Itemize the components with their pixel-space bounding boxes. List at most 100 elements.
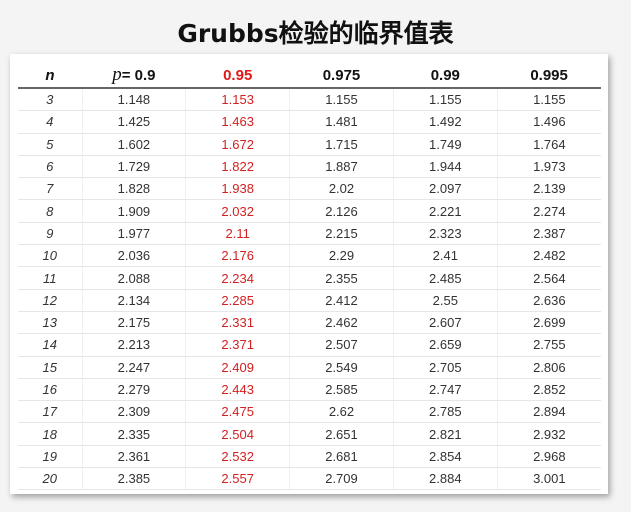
header-n: n [18,63,82,89]
value-cell: 2.412 [289,289,394,312]
value-cell: 1.729 [82,155,187,179]
value-cell: 2.821 [393,422,498,446]
value-cell: 2.139 [497,177,601,201]
value-cell: 2.932 [497,422,601,446]
value-cell: 2.507 [289,333,394,357]
value-cell: 2.247 [82,356,187,379]
value-cell: 2.659 [393,333,498,357]
value-cell: 2.385 [82,467,187,491]
row-n-cell: 15 [18,356,83,379]
value-cell: 2.968 [497,445,601,469]
row-n-cell: 8 [18,199,83,223]
table-row: 20 2.385 2.557 2.709 2.884 3.001 [18,467,601,491]
value-cell: 2.355 [289,266,394,290]
row-n-cell: 3 [18,88,83,112]
table-card: n p= 0.9 0.95 0.975 0.99 0.995 3 1.148 1.1… [10,54,608,494]
value-cell: 2.213 [82,333,187,357]
table-row: 15 2.247 2.409 2.549 2.705 2.806 [18,356,601,379]
value-cell: 1.749 [393,133,498,156]
value-cell: 2.409 [185,356,291,379]
header-row: n p= 0.9 0.95 0.975 0.99 0.995 [18,63,601,89]
table-row: 11 2.088 2.234 2.355 2.485 2.564 [18,266,601,290]
header-level-0975: 0.975 [289,63,394,89]
value-cell: 2.134 [82,289,187,312]
value-cell: 1.155 [497,88,601,112]
value-cell: 2.032 [185,199,291,223]
value-cell: 2.221 [393,199,498,223]
p-level-090: = 0.9 [121,67,156,84]
value-cell: 1.155 [393,88,498,112]
value-cell: 1.887 [289,155,394,179]
header-level-0995: 0.995 [497,63,601,89]
value-cell: 2.607 [393,311,498,335]
table-row: 5 1.602 1.672 1.715 1.749 1.764 [18,133,601,156]
row-n-cell: 13 [18,311,83,335]
value-cell: 1.764 [497,133,601,156]
value-cell: 2.443 [185,378,291,402]
table-row: 9 1.977 2.11 2.215 2.323 2.387 [18,222,601,246]
row-n-cell: 16 [18,378,83,402]
value-cell: 2.532 [185,445,291,469]
critical-value-table: n p= 0.9 0.95 0.975 0.99 0.995 3 1.148 1.1… [18,63,601,491]
value-cell: 2.462 [289,311,394,335]
row-n-cell: 14 [18,333,83,357]
table-row: 16 2.279 2.443 2.585 2.747 2.852 [18,378,601,402]
row-n-cell: 17 [18,400,83,424]
value-cell: 2.549 [289,356,394,379]
header-level-099: 0.99 [393,63,498,89]
value-cell: 2.036 [82,244,187,268]
value-cell: 2.755 [497,333,601,357]
value-cell: 2.62 [289,400,394,424]
value-cell: 2.504 [185,422,291,446]
value-cell: 2.709 [289,467,394,491]
row-n-cell: 19 [18,445,83,469]
row-n-cell: 10 [18,244,83,268]
value-cell: 1.496 [497,110,601,134]
table-row: 12 2.134 2.285 2.412 2.55 2.636 [18,289,601,312]
row-n-cell: 18 [18,422,83,446]
value-cell: 1.672 [185,133,291,156]
value-cell: 1.155 [289,88,394,112]
table-row: 8 1.909 2.032 2.126 2.221 2.274 [18,199,601,223]
value-cell: 2.335 [82,422,187,446]
value-cell: 2.557 [185,467,291,491]
value-cell: 1.715 [289,133,394,156]
table-row: 19 2.361 2.532 2.681 2.854 2.968 [18,445,601,469]
row-n-cell: 9 [18,222,83,246]
row-n-cell: 11 [18,266,83,290]
value-cell: 1.973 [497,155,601,179]
row-n-cell: 5 [18,133,83,156]
value-cell: 2.02 [289,177,394,201]
value-cell: 2.485 [393,266,498,290]
value-cell: 2.088 [82,266,187,290]
value-cell: 2.29 [289,244,394,268]
table-row: 17 2.309 2.475 2.62 2.785 2.894 [18,400,601,424]
value-cell: 2.279 [82,378,187,402]
table-row: 7 1.828 1.938 2.02 2.097 2.139 [18,177,601,201]
value-cell: 2.585 [289,378,394,402]
value-cell: 2.482 [497,244,601,268]
value-cell: 2.126 [289,199,394,223]
table-row: 18 2.335 2.504 2.651 2.821 2.932 [18,422,601,446]
value-cell: 2.309 [82,400,187,424]
value-cell: 2.175 [82,311,187,335]
header-level-095: 0.95 [185,63,290,89]
value-cell: 2.285 [185,289,291,312]
header-p-level: p= 0.9 [82,63,186,89]
value-cell: 1.148 [82,88,187,112]
value-cell: 2.747 [393,378,498,402]
value-cell: 1.828 [82,177,187,201]
value-cell: 2.852 [497,378,601,402]
value-cell: 2.475 [185,400,291,424]
value-cell: 1.977 [82,222,187,246]
table-row: 13 2.175 2.331 2.462 2.607 2.699 [18,311,601,335]
value-cell: 1.463 [185,110,291,134]
value-cell: 2.55 [393,289,498,312]
value-cell: 1.425 [82,110,187,134]
value-cell: 2.806 [497,356,601,379]
value-cell: 1.602 [82,133,187,156]
value-cell: 2.564 [497,266,601,290]
row-n-cell: 20 [18,467,83,491]
value-cell: 2.234 [185,266,291,290]
value-cell: 2.331 [185,311,291,335]
